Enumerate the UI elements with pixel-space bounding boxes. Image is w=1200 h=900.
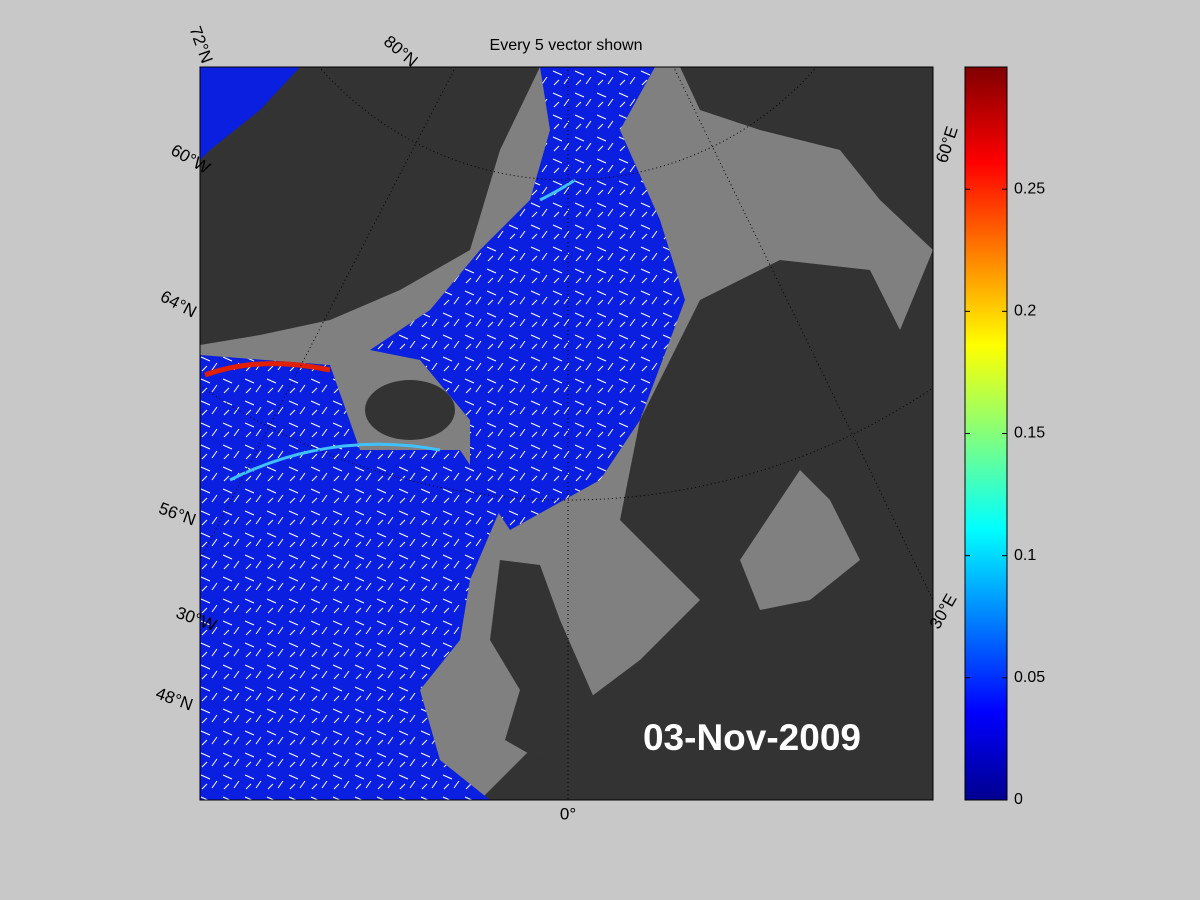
velocity-vectors xyxy=(370,67,685,530)
date-label: 03-Nov-2009 xyxy=(643,717,861,758)
scandinavia xyxy=(480,250,933,800)
current-jet xyxy=(229,442,441,482)
arctic-islands xyxy=(680,67,933,250)
title: Every 5 vector shown xyxy=(490,37,643,54)
greenland xyxy=(200,67,540,345)
colorbar-tick-label: 0.05 xyxy=(1014,669,1045,686)
colorbar-tick-label: 0 xyxy=(1014,791,1023,808)
colorbar-tick-label: 0.25 xyxy=(1014,180,1045,197)
colorbar xyxy=(964,66,1008,801)
colorbar-ticks: 0 0.05 0.1 0.15 0.2 0.25 xyxy=(965,180,1045,808)
iceland xyxy=(365,380,455,440)
graticule xyxy=(200,67,933,800)
lon-label: 0° xyxy=(560,804,576,823)
map-frame xyxy=(199,66,934,801)
colorbar-tick-label: 0.15 xyxy=(1014,425,1045,442)
current-jet xyxy=(539,178,576,202)
baffin xyxy=(200,67,300,160)
current-jet xyxy=(204,361,331,378)
baltic xyxy=(740,470,860,610)
uk xyxy=(490,560,595,760)
map xyxy=(200,67,933,800)
colorbar-tick-label: 0.2 xyxy=(1014,303,1036,320)
colorbar-tick-label: 0.1 xyxy=(1014,547,1036,564)
velocity-vectors xyxy=(200,355,500,800)
